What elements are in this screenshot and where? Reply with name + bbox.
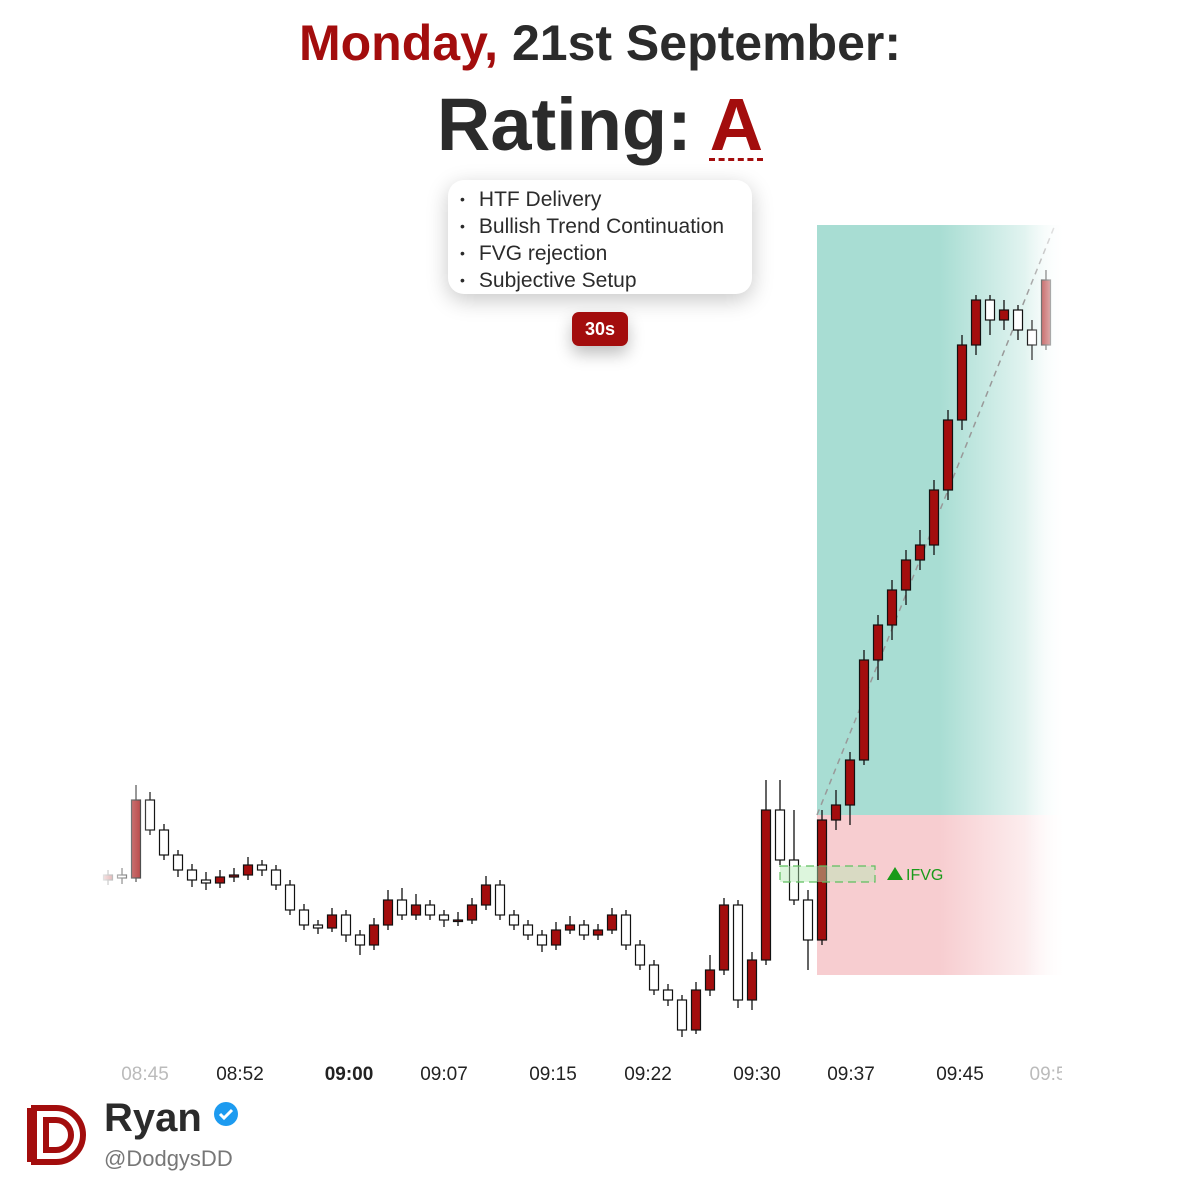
candle-body bbox=[410, 904, 422, 916]
candle-body bbox=[746, 959, 758, 1001]
candle-body bbox=[760, 809, 772, 961]
checklist-item: FVG rejection bbox=[460, 240, 752, 267]
candle-body bbox=[550, 929, 562, 946]
author-name-text: Ryan bbox=[104, 1096, 202, 1140]
rating-label: Rating: bbox=[436, 83, 692, 166]
candle-body bbox=[816, 819, 828, 941]
candle-body bbox=[326, 914, 338, 929]
candle-body bbox=[270, 869, 282, 886]
timeframe-badge: 30s bbox=[572, 312, 628, 346]
candle-body bbox=[424, 904, 436, 916]
candle-body bbox=[214, 876, 226, 884]
fade-right bbox=[1025, 200, 1065, 1080]
candle-body bbox=[284, 884, 296, 911]
candle-body bbox=[900, 559, 912, 591]
candle-body bbox=[340, 914, 352, 936]
candle-body bbox=[648, 964, 660, 991]
checklist-item: Subjective Setup bbox=[460, 267, 752, 294]
checklist-item: HTF Delivery bbox=[460, 186, 752, 213]
candle-body bbox=[732, 904, 744, 1001]
author-handle: @DodgysDD bbox=[104, 1146, 233, 1171]
candle-body bbox=[676, 999, 688, 1031]
candle-body bbox=[312, 924, 324, 929]
rating: Rating: A bbox=[0, 82, 1200, 167]
candle-body bbox=[382, 899, 394, 926]
candle-body bbox=[536, 934, 548, 946]
candle-body bbox=[564, 924, 576, 931]
day: Monday, bbox=[298, 15, 499, 71]
fvg-label: IFVG bbox=[906, 867, 943, 884]
candle-body bbox=[494, 884, 506, 916]
fade-left bbox=[96, 760, 156, 1060]
author-name: Ryan bbox=[104, 1096, 239, 1141]
candle-body bbox=[508, 914, 520, 926]
rating-value: A bbox=[709, 83, 764, 166]
candle-body bbox=[242, 864, 254, 876]
candle-body bbox=[704, 969, 716, 991]
x-tick-label: 08:52 bbox=[216, 1064, 264, 1085]
candle-body bbox=[1012, 309, 1024, 331]
edge-right bbox=[1062, 200, 1200, 1080]
candle-body bbox=[452, 919, 464, 923]
x-tick-label: 09:00 bbox=[325, 1064, 374, 1085]
candle-body bbox=[844, 759, 856, 806]
checklist-item: Bullish Trend Continuation bbox=[460, 213, 752, 240]
candle-body bbox=[984, 299, 996, 321]
candle-body bbox=[774, 809, 786, 861]
candle-body bbox=[158, 829, 170, 856]
candle-body bbox=[172, 854, 184, 871]
candle-body bbox=[438, 914, 450, 921]
candle-body bbox=[228, 874, 240, 878]
candle-body bbox=[256, 864, 268, 871]
x-tick-label: 08:45 bbox=[121, 1064, 169, 1085]
candle-body bbox=[578, 924, 590, 936]
candle-body bbox=[886, 589, 898, 626]
logo bbox=[27, 1105, 86, 1165]
candle-body bbox=[802, 899, 814, 941]
candle-body bbox=[914, 544, 926, 561]
x-tick-label: 09:37 bbox=[827, 1064, 875, 1085]
candle-body bbox=[200, 879, 212, 884]
date: 21st September: bbox=[511, 15, 902, 71]
x-tick-label: 09:07 bbox=[420, 1064, 468, 1085]
candle-body bbox=[480, 884, 492, 906]
candle-body bbox=[942, 419, 954, 491]
candle-body bbox=[620, 914, 632, 946]
candle-body bbox=[858, 659, 870, 761]
edge-right-label bbox=[1062, 1055, 1200, 1095]
title: Monday, 21st September: bbox=[0, 14, 1200, 72]
candle-body bbox=[298, 909, 310, 926]
x-tick-label: 09:30 bbox=[733, 1064, 781, 1085]
candle-body bbox=[368, 924, 380, 946]
verified-badge bbox=[213, 1102, 238, 1126]
candle-body bbox=[718, 904, 730, 971]
stop-zone bbox=[817, 815, 1062, 975]
fvg-box bbox=[779, 865, 876, 883]
candle-body bbox=[634, 944, 646, 966]
x-tick-label: 09:22 bbox=[624, 1064, 672, 1085]
candle-body bbox=[872, 624, 884, 661]
candle-body bbox=[788, 859, 800, 901]
candle-body bbox=[522, 924, 534, 936]
candle-body bbox=[466, 904, 478, 921]
checklist: HTF DeliveryBullish Trend ContinuationFV… bbox=[448, 180, 752, 294]
x-tick-label: 09:15 bbox=[529, 1064, 577, 1085]
candle-body bbox=[186, 869, 198, 881]
candle-body bbox=[690, 989, 702, 1031]
candle-body bbox=[354, 934, 366, 946]
x-tick-label: 09:45 bbox=[936, 1064, 984, 1085]
candle-body bbox=[830, 804, 842, 821]
candle-body bbox=[956, 344, 968, 421]
candle-body bbox=[592, 929, 604, 936]
candle-body bbox=[396, 899, 408, 916]
fvg-arrow bbox=[887, 867, 903, 880]
candle-body bbox=[606, 914, 618, 931]
candle-body bbox=[970, 299, 982, 346]
candle-body bbox=[998, 309, 1010, 321]
candle-body bbox=[928, 489, 940, 546]
candle-body bbox=[662, 989, 674, 1001]
x-tick-label: 09:5 bbox=[1030, 1064, 1067, 1085]
